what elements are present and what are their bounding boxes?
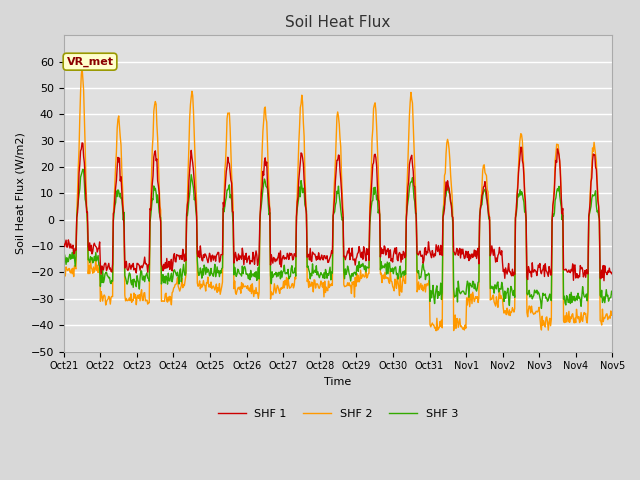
Line: SHF 2: SHF 2	[64, 68, 612, 331]
SHF 3	[127, 279, 135, 285]
SHF 1	[406, 161, 413, 167]
SHF 2	[422, 289, 429, 295]
Line: SHF 3: SHF 3	[64, 169, 612, 309]
SHF 1	[183, 212, 191, 218]
X-axis label: Time: Time	[324, 377, 352, 387]
SHF 1	[422, 245, 429, 251]
SHF 2	[609, 312, 616, 317]
SHF 2	[70, 274, 77, 279]
Text: VR_met: VR_met	[67, 57, 113, 67]
SHF 1	[60, 241, 68, 247]
SHF 3	[183, 210, 191, 216]
SHF 2	[78, 65, 86, 71]
Title: Soil Heat Flux: Soil Heat Flux	[285, 15, 391, 30]
SHF 2	[432, 328, 440, 334]
Line: SHF 1: SHF 1	[64, 143, 612, 281]
SHF 3	[70, 246, 77, 252]
SHF 2	[60, 266, 68, 272]
Y-axis label: Soil Heat Flux (W/m2): Soil Heat Flux (W/m2)	[15, 132, 25, 254]
SHF 1	[127, 266, 135, 272]
SHF 3	[60, 254, 68, 260]
SHF 3	[538, 306, 545, 312]
SHF 1	[212, 258, 220, 264]
SHF 2	[183, 216, 191, 221]
SHF 3	[609, 291, 616, 297]
SHF 3	[212, 274, 220, 279]
SHF 1	[78, 140, 86, 146]
SHF 2	[127, 291, 135, 297]
SHF 3	[406, 185, 413, 191]
SHF 2	[212, 285, 220, 290]
SHF 3	[79, 167, 86, 172]
SHF 1	[609, 270, 616, 276]
SHF 1	[70, 251, 77, 257]
SHF 1	[600, 278, 608, 284]
Legend: SHF 1, SHF 2, SHF 3: SHF 1, SHF 2, SHF 3	[213, 405, 463, 423]
SHF 2	[406, 112, 413, 118]
SHF 3	[422, 276, 429, 282]
